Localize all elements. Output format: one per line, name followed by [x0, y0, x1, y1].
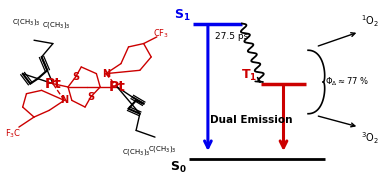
Text: C(CH$_3$)$_3$: C(CH$_3$)$_3$ — [122, 147, 150, 157]
Text: CF$_3$: CF$_3$ — [153, 27, 169, 40]
Text: F$_3$C: F$_3$C — [5, 128, 22, 140]
Text: Dual Emission: Dual Emission — [210, 115, 293, 125]
Text: N: N — [60, 95, 68, 105]
Text: C(CH$_3$)$_3$: C(CH$_3$)$_3$ — [148, 144, 177, 154]
Text: $\mathbf{T_1}$: $\mathbf{T_1}$ — [241, 68, 257, 83]
Text: N: N — [102, 69, 110, 79]
Text: Pt: Pt — [109, 80, 125, 94]
Text: S: S — [72, 72, 79, 82]
Text: $\mathbf{S_1}$: $\mathbf{S_1}$ — [174, 8, 191, 23]
Text: S: S — [87, 92, 94, 102]
Text: Pt: Pt — [45, 77, 61, 91]
Text: $\mathbf{S_0}$: $\mathbf{S_0}$ — [170, 160, 187, 174]
Text: 27.5 ps: 27.5 ps — [215, 32, 249, 41]
Text: $^1$O$_2$: $^1$O$_2$ — [361, 13, 378, 29]
Text: C(CH$_3$)$_3$: C(CH$_3$)$_3$ — [42, 20, 71, 30]
Text: $^3$O$_2$: $^3$O$_2$ — [361, 130, 378, 146]
Text: $\Phi_\Delta$$\approx$77 %: $\Phi_\Delta$$\approx$77 % — [325, 76, 369, 88]
Text: C(CH$_3$)$_3$: C(CH$_3$)$_3$ — [12, 17, 41, 27]
